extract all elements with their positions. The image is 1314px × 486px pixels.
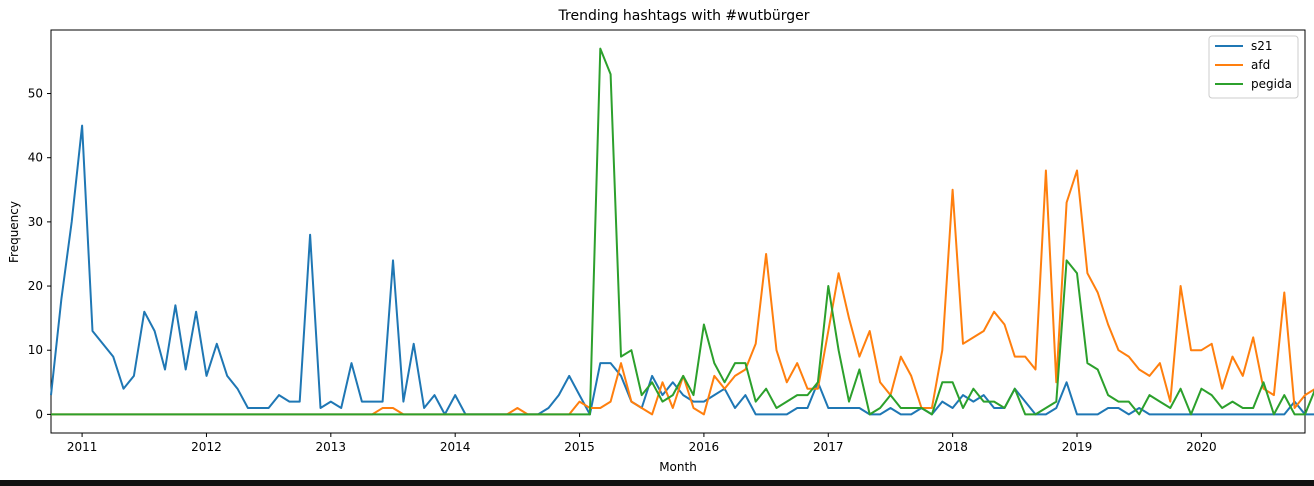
legend-label-pegida: pegida bbox=[1251, 77, 1292, 91]
legend-label-s21: s21 bbox=[1251, 39, 1273, 53]
legend: s21 afd pegida bbox=[1208, 35, 1299, 99]
x-tick-label: 2014 bbox=[440, 440, 471, 454]
x-tick-label: 2019 bbox=[1062, 440, 1093, 454]
y-tick-label: 10 bbox=[28, 343, 43, 357]
x-tick-label: 2015 bbox=[564, 440, 595, 454]
plot-area bbox=[50, 29, 1306, 434]
y-axis-label: Frequency bbox=[7, 201, 21, 263]
x-tick-label: 2017 bbox=[813, 440, 844, 454]
y-tick-label: 30 bbox=[28, 215, 43, 229]
x-tick-label: 2020 bbox=[1186, 440, 1217, 454]
bottom-border bbox=[0, 480, 1314, 486]
x-tick-label: 2018 bbox=[937, 440, 968, 454]
series-line-s21 bbox=[50, 124, 1314, 416]
y-tick-label: 0 bbox=[35, 407, 43, 421]
x-tick-label: 2011 bbox=[67, 440, 98, 454]
legend-label-afd: afd bbox=[1251, 58, 1270, 72]
y-tick-label: 50 bbox=[28, 87, 43, 101]
x-tick-label: 2016 bbox=[689, 440, 720, 454]
x-tick-label: 2013 bbox=[316, 440, 347, 454]
series-lines bbox=[50, 47, 1314, 416]
x-axis: 2011 2012 2013 2014 2015 2016 2017 2018 2019 2020 bbox=[67, 433, 1217, 454]
y-tick-label: 40 bbox=[28, 151, 43, 165]
x-axis-label: Month bbox=[659, 460, 697, 474]
chart-title: Trending hashtags with #wutbürger bbox=[558, 8, 810, 24]
series-line-pegida bbox=[51, 47, 1314, 416]
x-tick-label: 2012 bbox=[191, 440, 222, 454]
y-tick-label: 20 bbox=[28, 279, 43, 293]
legend-box bbox=[1208, 35, 1299, 99]
y-axis: 0 10 20 30 40 50 bbox=[28, 87, 51, 421]
